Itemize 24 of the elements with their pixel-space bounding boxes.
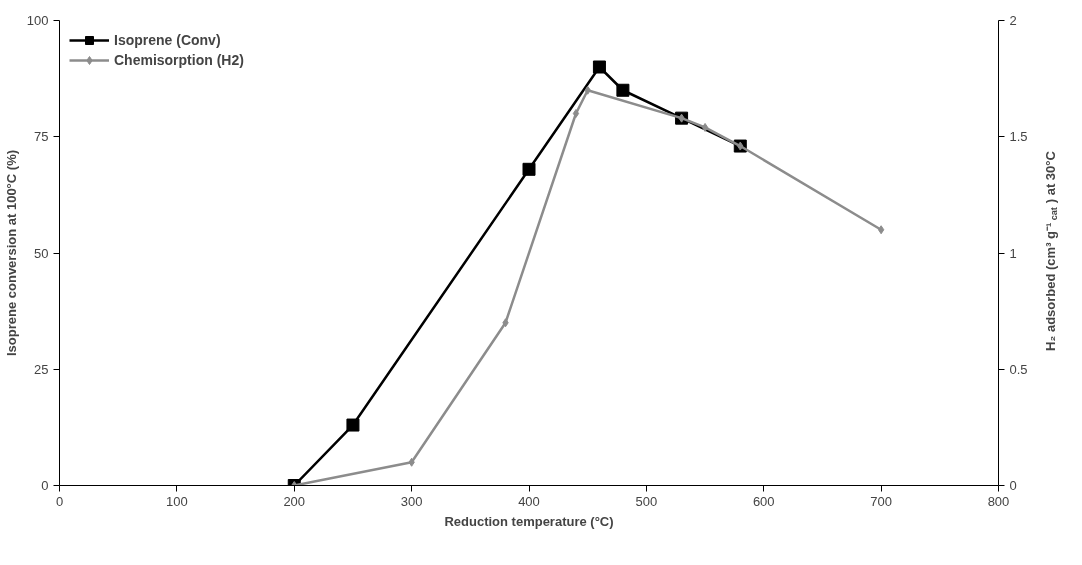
- y-tick-label: 75: [34, 129, 49, 145]
- x-tick-label: 700: [870, 493, 892, 509]
- y2-tick-label: 0.5: [1009, 361, 1028, 377]
- y-tick-label: 0: [41, 478, 49, 493]
- x-axis-title: Reduction temperature (°C): [444, 513, 614, 529]
- x-tick-label: 0: [55, 493, 64, 509]
- x-tick-label: 200: [283, 493, 306, 509]
- y2-tick-label: 1.5: [1009, 129, 1028, 145]
- y-tick-label: 100: [26, 13, 49, 28]
- x-tick-label: 300: [400, 493, 423, 509]
- y2-axis-title: H₂ adsorbed (cm³ g⁻¹cat) at 30°C: [1043, 150, 1059, 351]
- y2-tick-label: 2: [1009, 13, 1017, 28]
- x-tick-label: 100: [166, 493, 188, 509]
- y2-tick-label: 0: [1009, 478, 1017, 493]
- y-tick-label: 25: [34, 361, 49, 377]
- y-tick-label: 50: [34, 245, 49, 261]
- legend-label: Chemisorption (H2): [114, 52, 244, 68]
- x-tick-label: 800: [987, 493, 1010, 509]
- legend-label: Isoprene (Conv): [114, 32, 221, 48]
- x-tick-label: 600: [752, 493, 775, 509]
- x-tick-label: 400: [518, 493, 540, 509]
- y2-tick-label: 1: [1009, 245, 1017, 261]
- y-axis-title: Isoprene conversion at 100°C (%): [3, 149, 19, 357]
- x-tick-label: 500: [635, 493, 658, 509]
